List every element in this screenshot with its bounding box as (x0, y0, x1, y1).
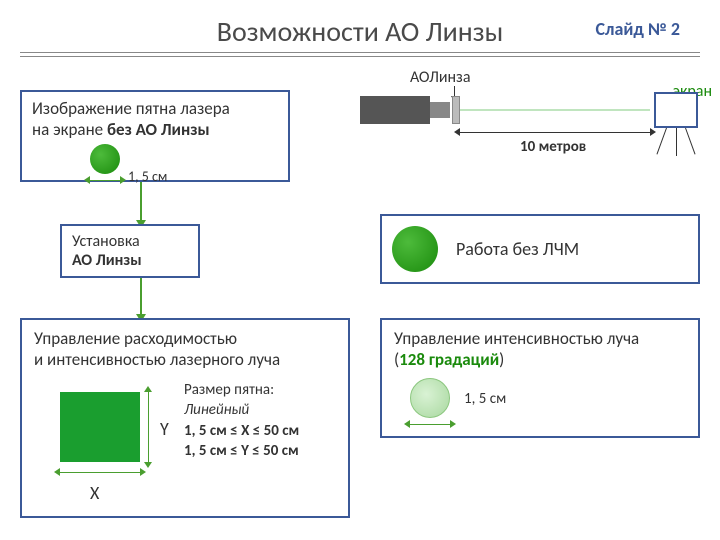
distance-label: 10 метров (520, 138, 586, 156)
laser-spot-icon (392, 226, 438, 272)
text-line: Изображение пятна лазера (32, 98, 230, 119)
text-line: Управление расходимостью (34, 328, 237, 349)
projection-screen (654, 92, 698, 128)
slide-number: Слайд № 2 (596, 18, 680, 40)
y-label: Y (160, 418, 169, 440)
text-bold: без АО Линзы (107, 119, 210, 140)
box-no-lfm: Работа без ЛЧМ (380, 214, 700, 284)
dimension-arrow (410, 424, 450, 425)
box-divergence-control: Управление расходимостью и интенсивность… (20, 318, 350, 518)
text-line: ) (499, 349, 504, 370)
laser-body (360, 96, 430, 124)
laser-beam (460, 109, 650, 111)
x-label: X (90, 482, 99, 504)
text-bold: 1, 5 см ≤ Y ≤ 50 см (184, 442, 299, 460)
square-spot-icon (60, 392, 140, 462)
box-text: Установка АО Линзы (72, 232, 188, 270)
box-text: Работа без ЛЧМ (456, 238, 579, 260)
divider-line (20, 52, 700, 53)
text-bold: 1, 5 см ≤ Х ≤ 50 см (184, 422, 299, 440)
box-header: Управление расходимостью и интенсивность… (34, 328, 336, 371)
spot-size-info: Размер пятна: Линейный 1, 5 см ≤ Х ≤ 50 … (184, 380, 299, 461)
dimension-label: 1, 5 см (128, 168, 167, 185)
text-bold: АО Линзы (72, 251, 142, 270)
text-line: на экране (32, 119, 107, 140)
text-italic: Линейный (184, 401, 249, 419)
flow-arrow (140, 278, 142, 314)
ao-lens (452, 96, 460, 124)
laser-tip (430, 102, 450, 118)
text-line: Установка (72, 232, 140, 251)
y-dimension-arrow (148, 392, 149, 462)
text-highlight: 128 градаций (399, 349, 499, 370)
tripod-icon (662, 128, 690, 158)
text-line: Управление интенсивностью луча (394, 328, 639, 349)
ao-pointer-arrow (454, 86, 455, 96)
laser-spot-icon (90, 144, 120, 174)
flow-arrow (140, 182, 142, 220)
dimension-label: 1, 5 см (464, 390, 506, 408)
box-intensity-control: Управление интенсивностью луча (128 град… (380, 318, 700, 438)
x-dimension-arrow (60, 472, 140, 473)
faint-spot-icon (410, 378, 450, 418)
slide-title: Возможности АО Линзы (217, 14, 504, 49)
divider-line (20, 56, 700, 57)
text-line: и интенсивностью лазерного луча (34, 349, 280, 370)
text-line: Размер пятна: (184, 381, 274, 399)
box-without-ao: Изображение пятна лазера на экране без А… (20, 90, 290, 182)
box-install-ao: Установка АО Линзы (60, 224, 200, 278)
dimension-arrow (90, 180, 120, 181)
distance-arrow (460, 132, 650, 133)
ao-lens-label: АОЛинза (410, 68, 470, 87)
box-text: Изображение пятна лазера на экране без А… (32, 98, 278, 141)
box-header: Управление интенсивностью луча (128 град… (394, 328, 686, 371)
